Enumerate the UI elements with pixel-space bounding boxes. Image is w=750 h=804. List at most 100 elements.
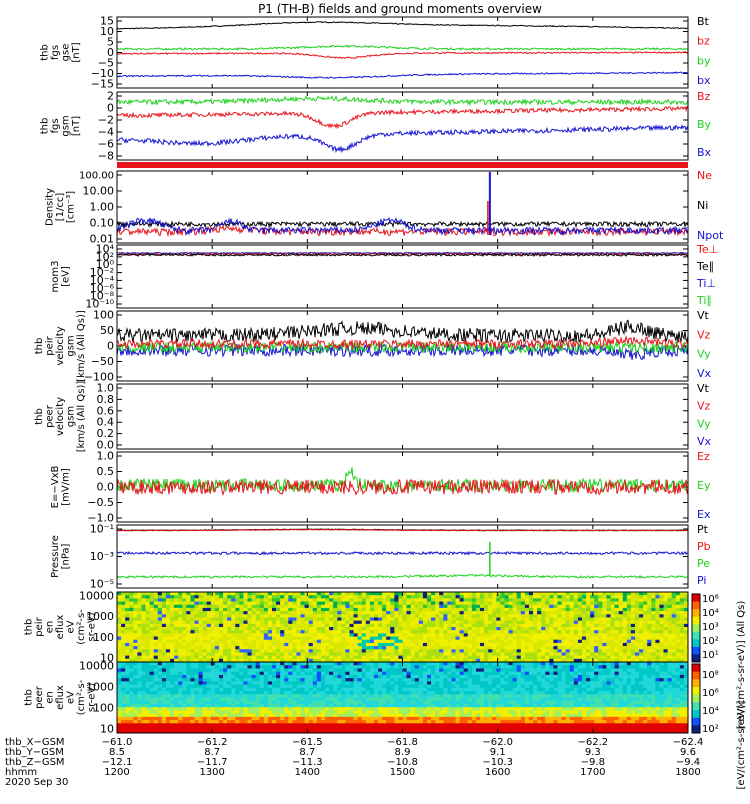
panel-vel2: thbpeervelocitygsm[km/s (All Qs)]1.00.80… xyxy=(34,381,712,453)
panels: thbfgsgse[nT]151050−5−10−15Btbzbybxthbfg… xyxy=(24,15,724,736)
legend-bt: Bt xyxy=(697,15,710,28)
ylabel-line: [cm⁻³] xyxy=(66,191,77,223)
colorbar-lower-segment xyxy=(692,702,700,710)
series-ez xyxy=(117,480,688,495)
colorbar-upper-segment xyxy=(692,594,700,602)
ylabel-line: thb xyxy=(24,689,35,706)
ylabel-line: [mV/m] xyxy=(60,468,71,506)
x-col-label: 1200 xyxy=(104,767,129,778)
ylabel-line: [eV] xyxy=(60,266,71,287)
y-tick-label: 0.10 xyxy=(90,217,115,230)
panel-ylabel: E=−VxB[mV/m] xyxy=(50,466,72,509)
colorbar-tick: 10³ xyxy=(702,622,719,633)
ylabel-line: thb xyxy=(39,44,50,61)
legend-ex: Ex xyxy=(697,508,711,521)
legend-bz: Bz xyxy=(697,90,711,103)
legend-vx: Vx xyxy=(697,367,712,380)
plot-area xyxy=(117,529,688,578)
ylabel-line: [nT] xyxy=(71,42,82,62)
ylabel-line: [1/cc] xyxy=(55,193,66,222)
series-te-par xyxy=(117,254,688,256)
legend-te∥: Te∥ xyxy=(696,260,714,273)
panel-spec_ion: thbpeirenefluxeV(cm²-s-sr-eV)10000100010… xyxy=(24,590,689,665)
ylabel-line: gsm xyxy=(66,335,77,356)
legend-pt: Pt xyxy=(697,523,709,536)
colorbar-lower-segment xyxy=(692,687,700,695)
y-tick-label: 100.00 xyxy=(79,171,114,182)
plot-area xyxy=(117,96,688,151)
colorbar-tick: 10⁴ xyxy=(702,706,719,717)
legend-pi: Pi xyxy=(697,574,706,587)
plot-area xyxy=(117,592,688,662)
series-ni xyxy=(117,222,688,227)
ylabel-line: gse xyxy=(60,44,71,62)
legend-pe: Pe xyxy=(697,557,710,570)
colorbar-upper-segment xyxy=(692,632,700,640)
x-col-label: 1400 xyxy=(295,767,320,778)
legend-ni: Ni xyxy=(697,199,708,212)
ylabel-line: thb xyxy=(24,619,35,636)
y-tick-label: 10⁻³ xyxy=(90,550,114,563)
ylabel-line: [nT] xyxy=(71,116,82,136)
ylabel-line: velocity xyxy=(55,326,66,365)
colorbar-upper-segment xyxy=(692,639,700,647)
y-tick-label: 100 xyxy=(93,702,114,715)
series-pi xyxy=(117,552,688,555)
y-tick-label: 0.0 xyxy=(97,481,115,494)
panel-density: Density[1/cc][cm⁻³]100.0010.001.000.100.… xyxy=(45,162,724,246)
x-col-label: 1500 xyxy=(390,767,415,778)
ylabel-line: E=−VxB xyxy=(50,466,61,509)
ylabel-line: gsm xyxy=(66,406,77,427)
ylabel-line: Pressure xyxy=(50,535,61,578)
series-bz xyxy=(117,52,688,59)
y-tick-label: 100 xyxy=(93,309,114,322)
y-tick-label: −50 xyxy=(91,355,114,368)
panel-ylabel: thbfgsgsm[nT] xyxy=(39,115,82,136)
panel-ylabel: thbpeervelocitygsm[km/s (All Qs)] xyxy=(34,381,87,453)
colorbar-upper-segment xyxy=(692,609,700,617)
x-col-label: 1300 xyxy=(199,767,224,778)
y-tick-label: 0.5 xyxy=(97,465,115,478)
y-tick-label: −0.5 xyxy=(87,496,114,509)
y-tick-label: 10000 xyxy=(79,660,114,673)
ylabel-line: eV xyxy=(66,691,77,704)
series-pe xyxy=(117,575,688,579)
y-tick-label: 1000 xyxy=(86,681,114,694)
panel-spec_ele: thbpeerenefluxeV(cm²-s-sr-eV)10000100010… xyxy=(24,660,689,736)
plot-area xyxy=(117,320,688,360)
legend-ti⊥: Ti⊥ xyxy=(696,277,716,290)
panel-vel1: thbpeirvelocitygsm[km/s (All Qs)]100500−… xyxy=(34,309,712,384)
panel-ylabel: Pressure[nPa] xyxy=(50,535,72,578)
panel-temp: mom3[eV]10⁴10²10⁰10⁻²10⁻⁴10⁻⁶10⁻⁸10⁻¹⁰Te… xyxy=(50,243,718,311)
panel-ylabel: thbpeirvelocitygsm[km/s (All Qs)] xyxy=(34,310,87,382)
colorbar: 10⁶10⁴10³10²10¹10⁸10⁶10⁴10²[eV/(cm²-s-sr… xyxy=(692,594,747,789)
x-col-label: 1700 xyxy=(580,767,605,778)
y-tick-label: 0 xyxy=(107,340,114,353)
plot-area xyxy=(117,662,688,733)
y-tick-label: 100 xyxy=(93,631,114,644)
panel-ylabel: Density[1/cc][cm⁻³] xyxy=(45,188,77,226)
series-by xyxy=(117,45,688,50)
series-bz xyxy=(117,107,688,128)
legend-by: by xyxy=(697,54,711,67)
legend-vt: Vt xyxy=(697,309,710,322)
legend-ez: Ez xyxy=(697,450,710,463)
y-tick-label: 10⁻¹ xyxy=(90,523,114,536)
series-by xyxy=(117,96,688,104)
legend-vz: Vz xyxy=(697,400,711,413)
y-tick-label: 1000 xyxy=(86,610,114,623)
legend-bx: bx xyxy=(697,74,711,87)
panel-frame xyxy=(117,525,688,588)
panel-ylabel: mom3[eV] xyxy=(50,261,72,293)
colorbar-upper-segment xyxy=(692,647,700,655)
ylabel-line: thb xyxy=(34,408,45,425)
ylabel-line: fgs xyxy=(50,45,61,60)
x-col-label: 1600 xyxy=(485,767,510,778)
y-tick-label: 10000 xyxy=(79,590,114,603)
legend-npot: Npot xyxy=(697,229,724,242)
ylabel-line: gsm xyxy=(60,115,71,136)
ylabel-line: thb xyxy=(34,338,45,355)
ylabel-line: eV xyxy=(66,620,77,633)
